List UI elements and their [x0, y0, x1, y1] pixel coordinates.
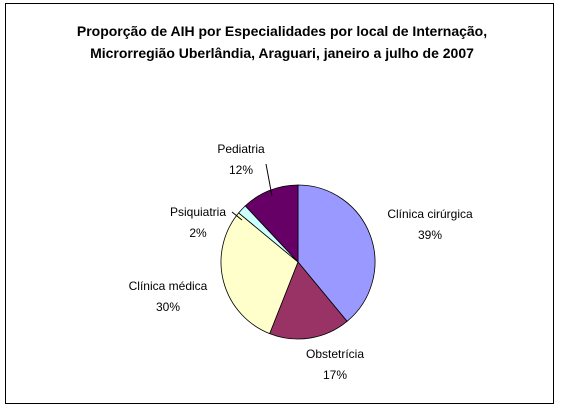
slice-value-label: 17%: [323, 368, 347, 382]
slice-label: Clínica cirúrgica: [387, 207, 473, 221]
slice-value-label: 30%: [156, 300, 180, 314]
chart-title: Proporção de AIH por Especialidades por …: [76, 23, 488, 61]
pie-slice: [244, 184, 299, 264]
slice-label: Psiquiatria: [170, 205, 226, 219]
slice-value-label: 2%: [189, 226, 207, 240]
pie-slice: [297, 184, 376, 322]
chart-frame: [5, 3, 554, 404]
leader-line: [265, 163, 273, 197]
slice-value-label: 39%: [418, 228, 442, 242]
slice-label: Obstetrícia: [306, 347, 364, 361]
slice-value-label: 12%: [229, 163, 253, 177]
slice-label: Clínica médica: [129, 279, 208, 293]
pie-slice: [269, 261, 348, 340]
slice-label: Pediatria: [217, 142, 265, 156]
pie-slice: [220, 212, 299, 335]
leader-line: [231, 211, 243, 221]
